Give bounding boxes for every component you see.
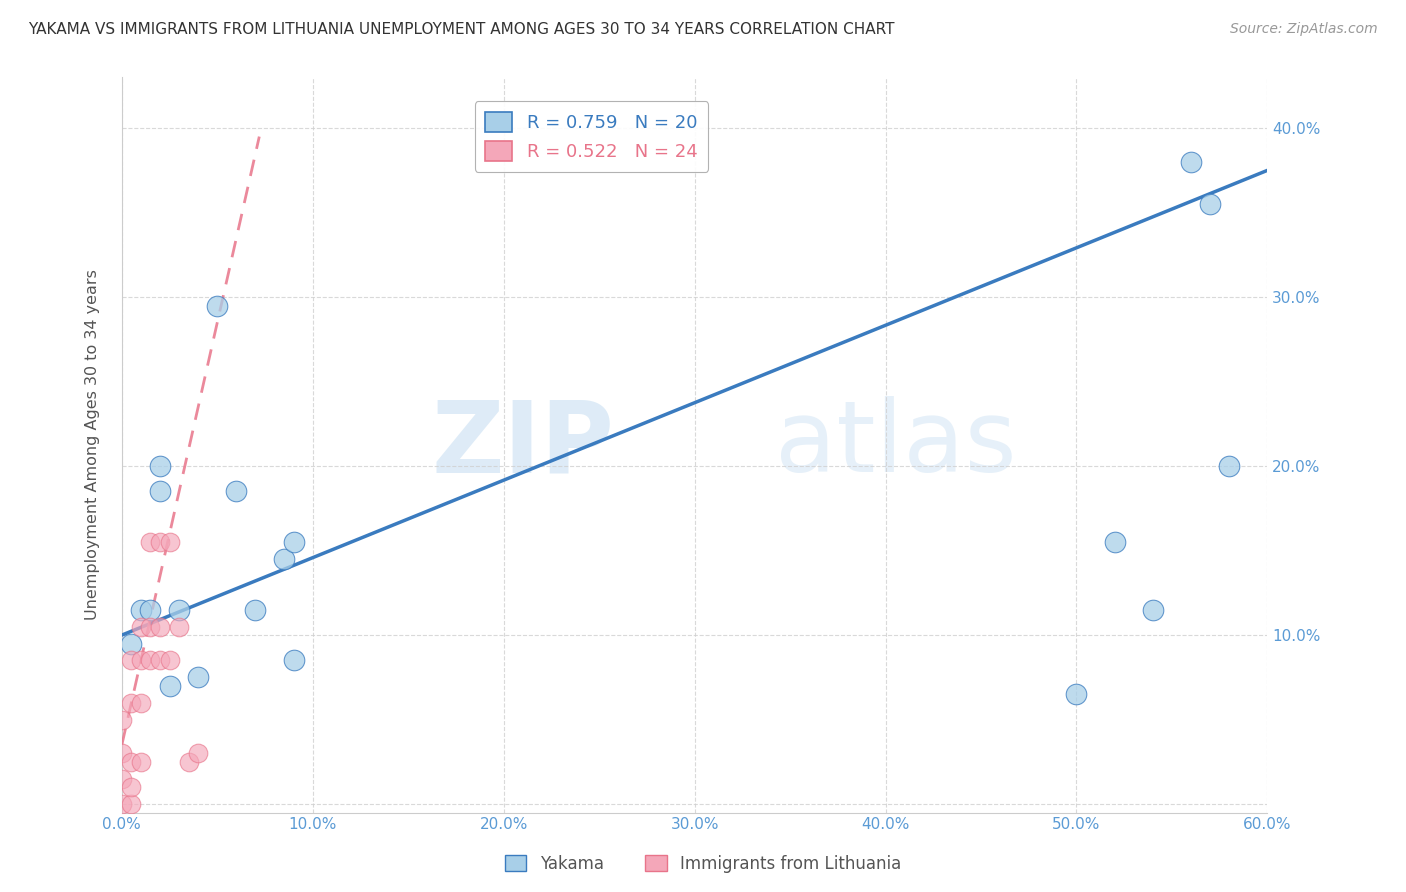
Point — [139, 603, 162, 617]
Point — [159, 535, 181, 549]
Point — [177, 755, 200, 769]
Point — [1218, 459, 1240, 474]
Point — [139, 620, 162, 634]
Point — [120, 755, 142, 769]
Point — [149, 653, 172, 667]
Point — [1142, 603, 1164, 617]
Point — [187, 747, 209, 761]
Point — [167, 620, 190, 634]
Point — [283, 653, 305, 667]
Point — [120, 696, 142, 710]
Point — [129, 620, 152, 634]
Point — [1066, 687, 1088, 701]
Point — [283, 535, 305, 549]
Point — [111, 797, 134, 811]
Point — [1199, 197, 1222, 211]
Point — [245, 603, 267, 617]
Point — [225, 484, 247, 499]
Point — [120, 780, 142, 795]
Point — [129, 653, 152, 667]
Point — [149, 484, 172, 499]
Text: YAKAMA VS IMMIGRANTS FROM LITHUANIA UNEMPLOYMENT AMONG AGES 30 TO 34 YEARS CORRE: YAKAMA VS IMMIGRANTS FROM LITHUANIA UNEM… — [28, 22, 894, 37]
Point — [159, 653, 181, 667]
Point — [273, 552, 295, 566]
Point — [120, 636, 142, 650]
Point — [120, 797, 142, 811]
Text: atlas: atlas — [775, 396, 1017, 493]
Point — [207, 299, 229, 313]
Text: Source: ZipAtlas.com: Source: ZipAtlas.com — [1230, 22, 1378, 37]
Point — [111, 713, 134, 727]
Point — [129, 603, 152, 617]
Y-axis label: Unemployment Among Ages 30 to 34 years: Unemployment Among Ages 30 to 34 years — [86, 269, 100, 621]
Point — [111, 747, 134, 761]
Legend: Yakama, Immigrants from Lithuania: Yakama, Immigrants from Lithuania — [498, 848, 908, 880]
Point — [120, 653, 142, 667]
Point — [149, 620, 172, 634]
Point — [167, 603, 190, 617]
Point — [149, 459, 172, 474]
Point — [1104, 535, 1126, 549]
Point — [129, 755, 152, 769]
Point — [111, 772, 134, 786]
Point — [1180, 155, 1202, 169]
Text: ZIP: ZIP — [432, 396, 614, 493]
Point — [159, 679, 181, 693]
Point — [187, 670, 209, 684]
Point — [139, 535, 162, 549]
Legend: R = 0.759   N = 20, R = 0.522   N = 24: R = 0.759 N = 20, R = 0.522 N = 24 — [474, 101, 709, 171]
Point — [139, 653, 162, 667]
Point — [149, 535, 172, 549]
Point — [129, 696, 152, 710]
